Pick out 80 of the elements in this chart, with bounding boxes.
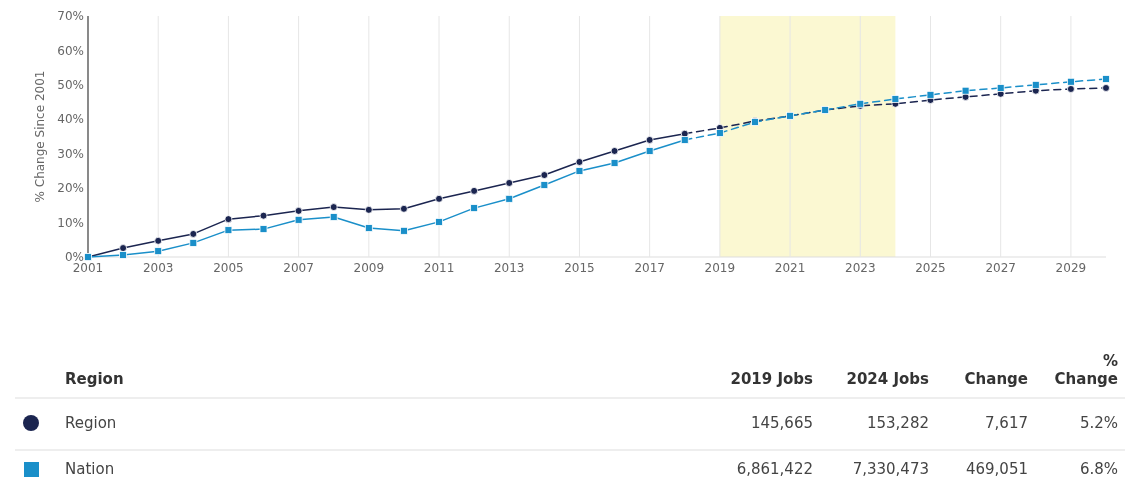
point	[364, 205, 373, 214]
point	[715, 129, 724, 137]
point	[294, 206, 303, 215]
x-tick-label: 2013	[493, 261, 525, 275]
point	[645, 136, 654, 144]
text: 7,617	[985, 414, 1028, 432]
point	[154, 236, 163, 245]
point	[926, 90, 935, 99]
y-tick-label: 20%	[57, 181, 84, 196]
point	[540, 181, 549, 189]
point	[645, 147, 654, 155]
text: 153,282	[866, 414, 929, 432]
text: 2019 Jobs	[730, 370, 814, 388]
point	[1102, 84, 1110, 92]
y-tick-label: 10%	[57, 215, 84, 230]
point	[224, 215, 233, 224]
point	[154, 247, 163, 256]
point	[1067, 85, 1075, 93]
point	[119, 244, 127, 252]
point	[575, 158, 584, 166]
legend-label: Region	[65, 414, 117, 432]
text: 5.2%	[1079, 414, 1118, 432]
y-tick-label: 40%	[57, 112, 84, 127]
point	[259, 211, 268, 220]
text: % Change	[1054, 352, 1118, 388]
point	[540, 171, 549, 179]
y-axis-title: % Change Since 2001	[33, 70, 47, 203]
x-tick-label: 2025	[915, 261, 946, 275]
point	[329, 203, 338, 211]
x-tick-label: 2021	[774, 261, 806, 275]
text: 2024 Jobs	[846, 370, 930, 388]
point	[610, 159, 619, 167]
text: 6,861,422	[736, 460, 813, 478]
text: 7,330,473	[852, 460, 929, 478]
point	[189, 238, 198, 247]
x-tick-label: 2001	[72, 261, 104, 275]
point	[961, 86, 970, 95]
point	[575, 167, 584, 175]
point	[505, 179, 514, 187]
x-tick-label: 2011	[423, 261, 455, 275]
text: 145,665	[750, 414, 813, 432]
x-tick-label: 2023	[845, 261, 876, 275]
y-tick-label: 30%	[57, 146, 84, 161]
point	[400, 226, 408, 235]
point	[364, 224, 373, 232]
point	[470, 204, 479, 213]
x-tick-label: 2005	[213, 261, 244, 275]
x-tick-label: 2009	[353, 261, 385, 275]
point	[435, 194, 443, 203]
x-tick-label: 2019	[704, 261, 736, 275]
point	[1102, 75, 1110, 83]
text: 469,051	[965, 460, 1028, 478]
point	[329, 213, 338, 221]
point	[470, 187, 479, 195]
point	[400, 204, 408, 213]
point	[119, 251, 127, 259]
point	[505, 194, 514, 203]
point	[224, 226, 233, 235]
point	[435, 217, 443, 226]
x-tick-label: 2027	[985, 261, 1016, 275]
legend-label: Nation	[65, 460, 115, 478]
point	[259, 225, 268, 234]
x-tick-label: 2017	[634, 261, 665, 275]
point	[891, 95, 900, 103]
point	[610, 147, 619, 155]
point	[996, 84, 1005, 92]
y-tick-label: 70%	[57, 9, 84, 24]
point	[1031, 80, 1040, 89]
point	[294, 215, 303, 224]
x-tick-label: 2015	[564, 261, 595, 275]
text: 6.8%	[1079, 460, 1118, 478]
text: Change	[964, 370, 1028, 388]
point	[1067, 77, 1075, 86]
y-tick-label: 50%	[57, 78, 84, 93]
y-tick-label: 60%	[57, 43, 84, 58]
legend-title: Region	[65, 370, 124, 388]
x-tick-label: 2007	[283, 261, 314, 275]
x-tick-label: 2029	[1055, 261, 1087, 275]
point	[189, 230, 198, 238]
x-tick-label: 2003	[142, 261, 174, 275]
